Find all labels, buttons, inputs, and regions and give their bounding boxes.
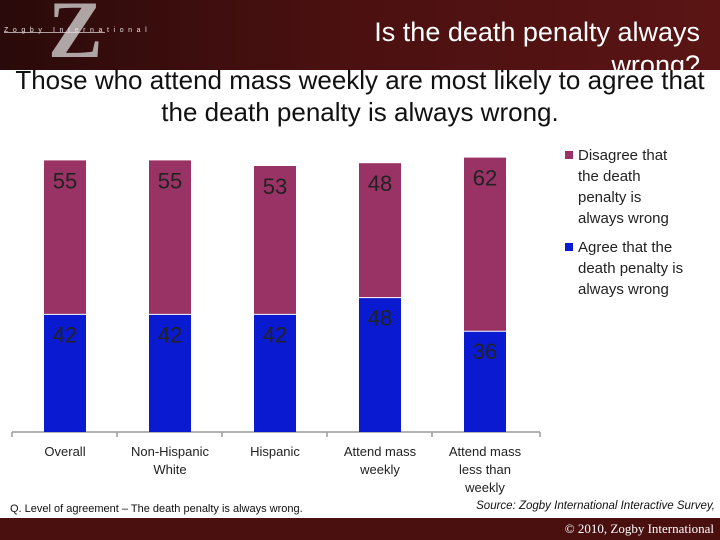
data-label-agree: 42 xyxy=(158,322,182,347)
legend-swatch-agree xyxy=(565,243,573,251)
x-tick-label: White xyxy=(153,462,186,477)
data-label-disagree: 55 xyxy=(53,168,77,193)
bar-disagree xyxy=(464,157,506,332)
bar-disagree xyxy=(254,166,296,315)
bar-agree xyxy=(149,314,191,432)
x-tick-label: weekly xyxy=(464,480,505,495)
legend-label-disagree: the death xyxy=(578,168,641,185)
data-label-disagree: 55 xyxy=(158,168,182,193)
data-label-disagree: 48 xyxy=(368,171,392,196)
legend-label-disagree: Disagree that xyxy=(578,147,668,164)
bar-agree xyxy=(254,314,296,432)
data-label-agree: 42 xyxy=(263,322,287,347)
x-tick-label: Attend mass xyxy=(344,444,417,459)
data-label-disagree: 62 xyxy=(473,166,497,191)
footer-bar: © 2010, Zogby International xyxy=(0,518,720,540)
slide-title: Is the death penalty always wrong? xyxy=(374,17,700,70)
bar-disagree xyxy=(149,160,191,315)
x-tick-label: less than xyxy=(459,462,511,477)
data-label-disagree: 53 xyxy=(263,174,287,199)
data-label-agree: 36 xyxy=(473,339,497,364)
legend-label-agree: Agree that the xyxy=(578,239,672,256)
bar-disagree xyxy=(44,160,86,315)
legend-label-disagree: penalty is xyxy=(578,189,641,206)
x-tick-label: weekly xyxy=(359,462,400,477)
bar-agree xyxy=(44,314,86,432)
legend-label-agree: death penalty is xyxy=(578,260,683,277)
x-tick-label: Non-Hispanic xyxy=(131,444,210,459)
logo-text: Zogby International xyxy=(4,27,152,34)
header-banner: Z Zogby International Is the death penal… xyxy=(0,0,720,70)
legend-label-agree: always wrong xyxy=(578,281,669,298)
bar-agree xyxy=(359,297,401,432)
question-footnote: Q. Level of agreement – The death penalt… xyxy=(10,503,303,515)
x-tick-label: Overall xyxy=(44,444,85,459)
source-note: Source: Zogby International Interactive … xyxy=(476,500,715,512)
bar-disagree xyxy=(359,163,401,298)
legend-swatch-disagree xyxy=(565,151,573,159)
chart-subtitle: Those who attend mass weekly are most li… xyxy=(15,65,705,127)
data-label-agree: 48 xyxy=(368,306,392,331)
legend-label-disagree: always wrong xyxy=(578,210,669,227)
data-label-agree: 42 xyxy=(53,322,77,347)
bar-agree xyxy=(464,331,506,432)
x-tick-label: Hispanic xyxy=(250,444,300,459)
copyright-text: © 2010, Zogby International xyxy=(564,521,714,536)
x-tick-label: Attend mass xyxy=(449,444,522,459)
logo-divider xyxy=(4,32,105,33)
